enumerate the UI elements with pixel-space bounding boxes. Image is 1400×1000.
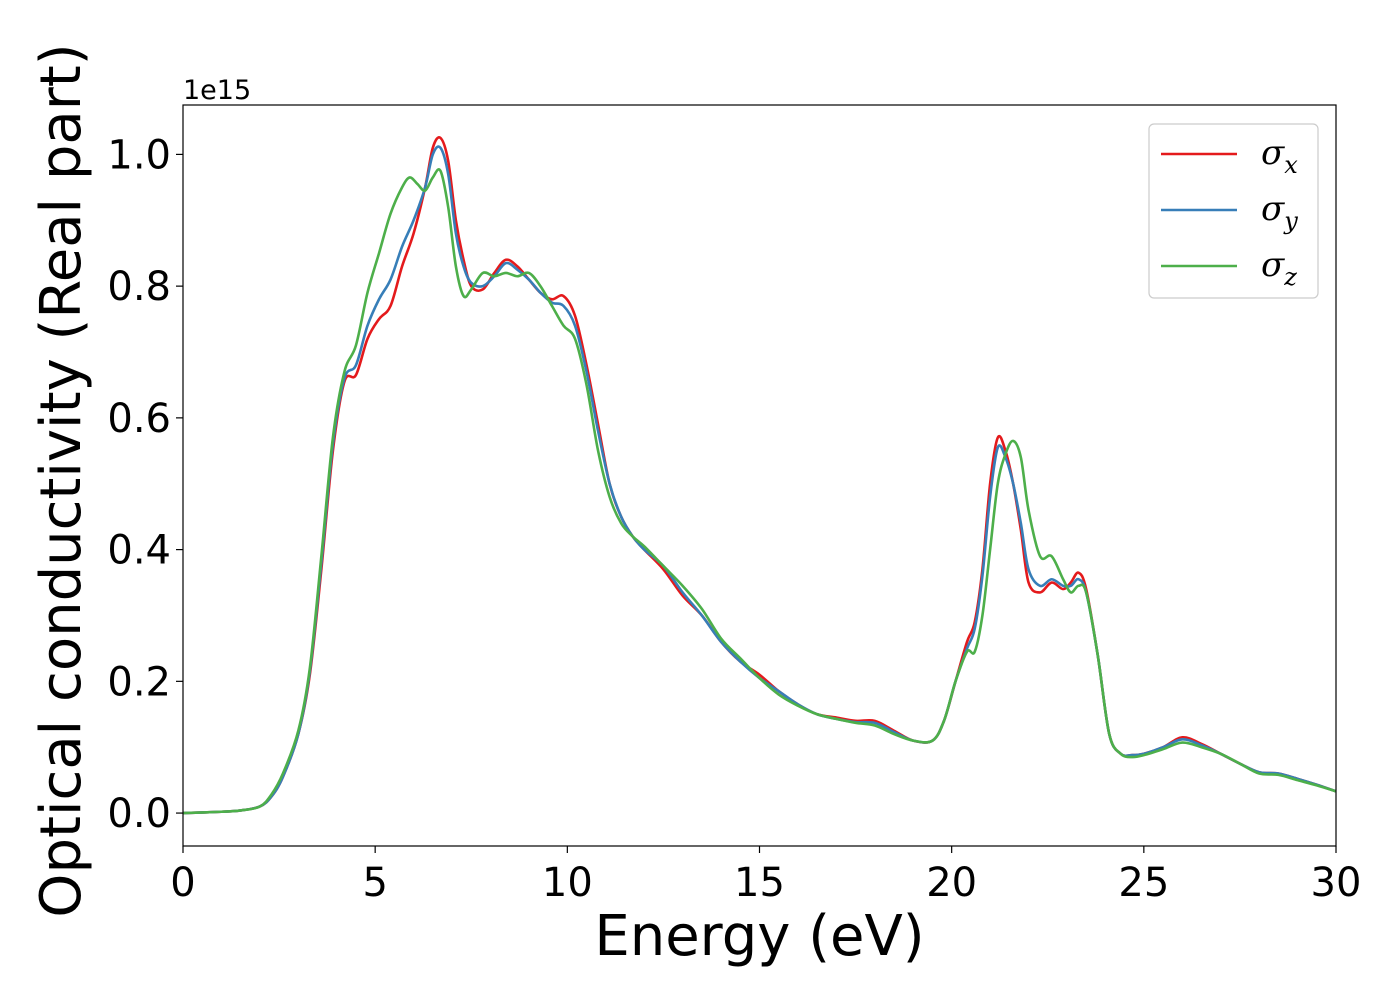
y-axis: 0.0 0.2 0.4 0.6 0.8 1.0 bbox=[107, 132, 183, 837]
legend: σx σy σz bbox=[1148, 123, 1319, 299]
y-tick-label: 0.8 bbox=[107, 264, 171, 310]
x-tick-label: 10 bbox=[542, 860, 593, 906]
x-tick-label: 15 bbox=[734, 860, 785, 906]
x-tick-label: 30 bbox=[1311, 860, 1362, 906]
x-tick-label: 0 bbox=[170, 860, 195, 906]
series-line-z bbox=[183, 168, 1336, 815]
y-axis-title: Optical conductivity (Real part) bbox=[29, 43, 94, 917]
x-axis: 0 5 10 15 20 25 30 bbox=[170, 846, 1361, 906]
x-tick-label: 25 bbox=[1118, 860, 1169, 906]
legend-label-y: σy bbox=[1261, 189, 1298, 235]
y-tick-label: 0.6 bbox=[107, 396, 171, 442]
x-tick-label: 5 bbox=[362, 860, 387, 906]
y-tick-label: 1.0 bbox=[107, 132, 171, 178]
x-tick-label: 20 bbox=[926, 860, 977, 906]
series-layer bbox=[183, 136, 1336, 815]
legend-label-x: σx bbox=[1261, 133, 1298, 179]
y-offset-label: 1e15 bbox=[183, 75, 251, 106]
x-axis-title: Energy (eV) bbox=[594, 904, 924, 969]
y-tick-label: 0.2 bbox=[107, 659, 171, 705]
legend-label-z: σz bbox=[1261, 245, 1297, 291]
y-tick-label: 0.0 bbox=[107, 791, 171, 837]
y-tick-label: 0.4 bbox=[107, 528, 171, 574]
